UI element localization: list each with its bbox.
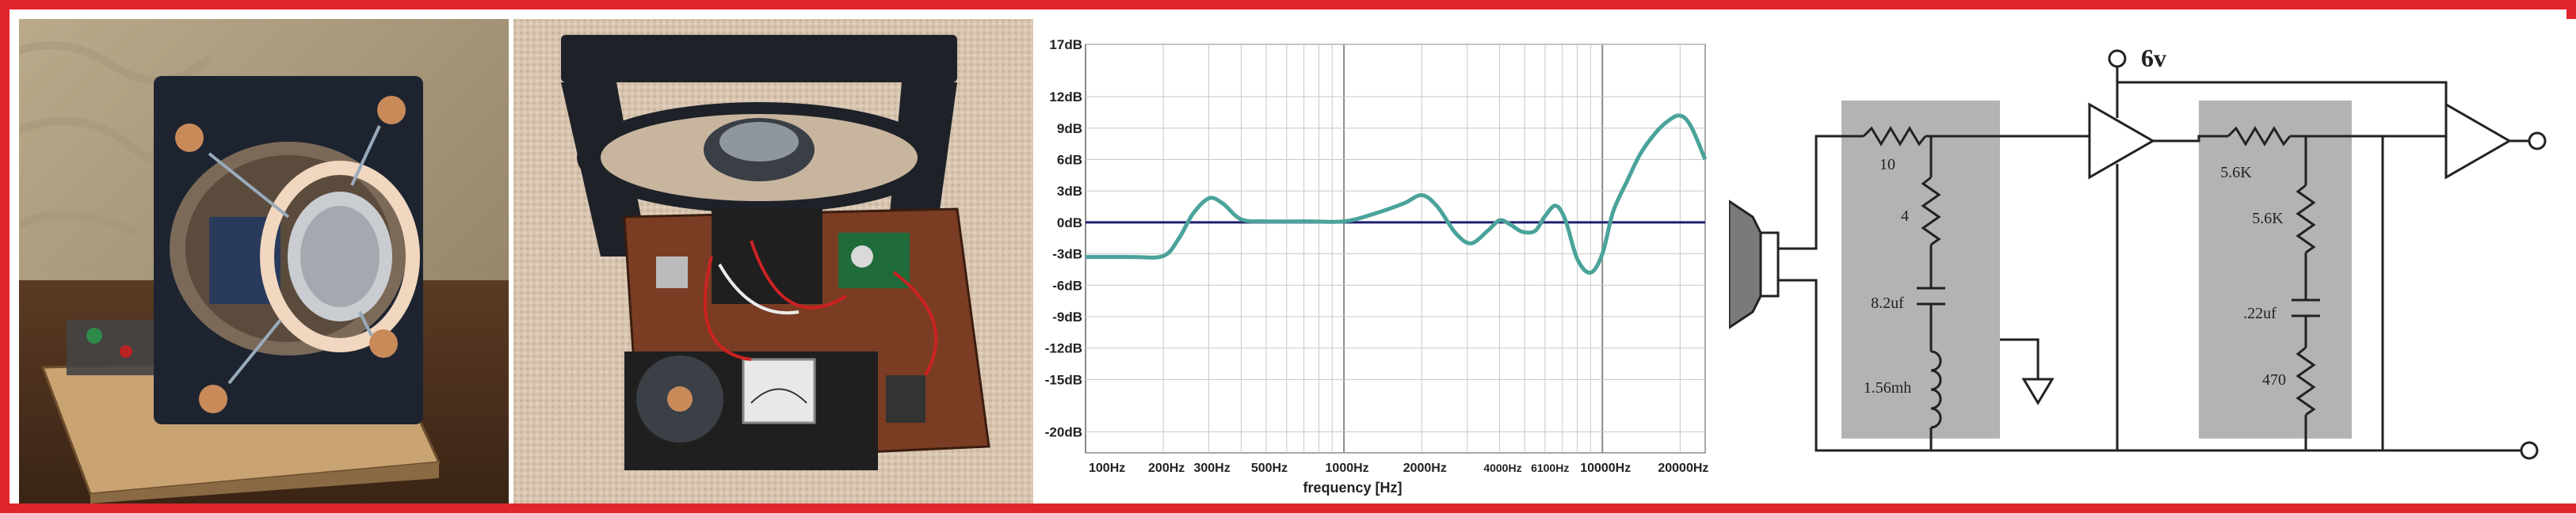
chart-svg: 17dB 12dB 9dB 6dB 3dB 0dB -3dB -6dB -9dB -12dB -15…	[1045, 37, 1709, 496]
component-label: 5.6K	[2220, 164, 2252, 181]
component-label: 10	[1880, 156, 1895, 173]
x-tick-label: 20000Hz	[1658, 462, 1708, 475]
component-label: 1.56mh	[1864, 379, 1912, 397]
y-tick-label: 6dB	[1057, 153, 1082, 168]
plot-area	[1085, 44, 1706, 454]
supply-voltage-label: 6v	[2141, 44, 2166, 72]
x-tick-label: 1000Hz	[1326, 462, 1369, 475]
chart-grid	[1085, 44, 1706, 454]
y-tick-label: 12dB	[1049, 89, 1082, 104]
schematic-svg: 6v 10 4 8.2uf 1.56mh 5.6K 5.6K .22uf 470	[1729, 44, 2547, 460]
y-tick-label: -3dB	[1052, 247, 1082, 262]
component-labels: 10 4 8.2uf 1.56mh 5.6K 5.6K .22uf 470	[1864, 156, 2286, 397]
y-tick-label: -15dB	[1045, 372, 1082, 387]
x-tick-label: 100Hz	[1089, 462, 1125, 475]
x-tick-label: 200Hz	[1148, 462, 1185, 475]
x-tick-labels: 100Hz 200Hz 300Hz 500Hz 1000Hz 2000Hz 4000Hz 61…	[1089, 462, 1708, 475]
frequency-response-line	[1085, 113, 1708, 275]
speaker-icon	[1729, 200, 1762, 329]
y-tick-label: -9dB	[1052, 310, 1082, 325]
speaker-body	[1759, 231, 1780, 298]
speaker-rig-front-photo	[19, 19, 509, 504]
x-axis-label: frequency [Hz]	[1303, 480, 1402, 496]
y-tick-label: 0dB	[1057, 215, 1082, 230]
x-tick-label: 300Hz	[1193, 462, 1230, 475]
component-label: .22uf	[2243, 305, 2276, 322]
y-tick-label: 3dB	[1057, 184, 1082, 199]
x-tick-label: 500Hz	[1251, 462, 1288, 475]
speaker-rig-top-photo	[513, 19, 1033, 504]
component-label: 8.2uf	[1871, 294, 1904, 312]
x-tick-label: 2000Hz	[1403, 462, 1447, 475]
y-tick-label: -6dB	[1052, 278, 1082, 293]
component-label: 5.6K	[2252, 210, 2284, 227]
y-tick-label: 9dB	[1057, 121, 1082, 136]
series-group	[1085, 113, 1708, 275]
component-label: 4	[1901, 207, 1909, 225]
x-tick-label: 4000Hz	[1483, 462, 1521, 474]
frequency-response-chart: 17dB 12dB 9dB 6dB 3dB 0dB -3dB -6dB -9dB -12dB -15…	[1040, 19, 1721, 504]
component-label: 470	[2262, 371, 2286, 389]
y-tick-label: -20dB	[1045, 425, 1082, 440]
y-tick-label: -12dB	[1045, 341, 1082, 356]
x-tick-label: 6100Hz	[1531, 462, 1569, 474]
filter-block-2	[2199, 101, 2352, 439]
y-tick-labels: 17dB 12dB 9dB 6dB 3dB 0dB -3dB -6dB -9dB -12dB -15…	[1045, 37, 1082, 440]
x-tick-label: 10000Hz	[1580, 462, 1631, 475]
y-tick-label: 17dB	[1049, 37, 1082, 52]
circuit-schematic: 6v 10 4 8.2uf 1.56mh 5.6K 5.6K .22uf 470	[1729, 19, 2576, 504]
filter-block-1	[1841, 101, 2000, 439]
